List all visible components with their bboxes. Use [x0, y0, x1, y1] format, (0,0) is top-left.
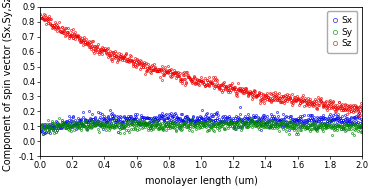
Y-axis label: Component of spin vector (Sx,Sy,Sz): Component of spin vector (Sx,Sy,Sz): [3, 0, 13, 171]
Sx: [316, 126, 320, 128]
Sz: [225, 86, 230, 88]
Sz: [243, 89, 247, 91]
Sz: [315, 107, 320, 109]
Sx: [41, 133, 45, 135]
Sx: [38, 131, 42, 133]
Sy: [360, 123, 364, 125]
Line: Sz: Sz: [39, 12, 363, 117]
Sy: [57, 117, 61, 119]
Sy: [282, 123, 287, 125]
Sy: [330, 134, 334, 136]
Sx: [283, 115, 287, 118]
Sz: [360, 109, 364, 112]
Sz: [58, 30, 62, 32]
Sy: [243, 126, 248, 128]
Sy: [58, 127, 63, 129]
Sx: [225, 120, 230, 122]
Legend: Sx, Sy, Sz: Sx, Sy, Sz: [327, 12, 357, 53]
Sy: [315, 127, 320, 129]
Sy: [234, 122, 238, 124]
Line: Sy: Sy: [39, 117, 363, 136]
Line: Sx: Sx: [39, 106, 363, 135]
X-axis label: monolayer length (um): monolayer length (um): [145, 176, 257, 186]
Sx: [360, 119, 364, 121]
Sx: [244, 118, 248, 120]
Sx: [58, 127, 63, 129]
Sy: [225, 127, 230, 129]
Sz: [282, 102, 286, 104]
Sx: [234, 121, 238, 123]
Sy: [38, 127, 42, 130]
Sz: [356, 115, 361, 117]
Sx: [237, 106, 242, 108]
Sz: [233, 92, 238, 94]
Sz: [38, 12, 42, 15]
